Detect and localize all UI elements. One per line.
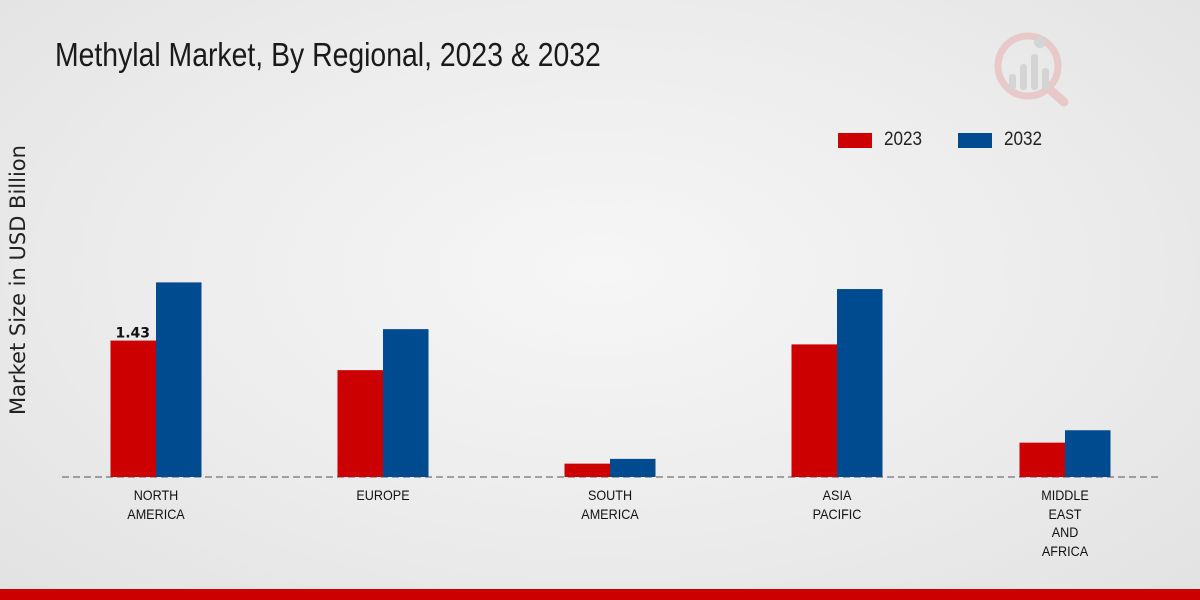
bar-2023-2	[564, 463, 610, 477]
bar-2032-2	[610, 458, 656, 477]
x-tick-label-2: SOUTH AMERICA	[556, 486, 664, 523]
bar-2032-4	[1065, 430, 1111, 477]
x-tick-label-0: NORTH AMERICA	[102, 486, 210, 523]
legend-label-2023: 2023	[884, 129, 923, 150]
chart-title: Methylal Market, By Regional, 2023 & 203…	[55, 36, 601, 73]
bar-2032-0	[156, 282, 202, 477]
data-label-0: 1.43	[115, 326, 150, 342]
legend-item-2023: 2023	[838, 129, 926, 151]
x-tick-label-line: AMERICA	[581, 505, 639, 522]
x-tick-label-line: AMERICA	[127, 505, 185, 522]
legend-label-2032: 2032	[1004, 129, 1043, 150]
bar-2023-0	[110, 340, 156, 477]
legend-swatch-2023	[838, 132, 872, 148]
x-tick-label-line: SOUTH	[587, 487, 633, 503]
brand-logo-icon	[994, 32, 1069, 107]
bar-2023-3	[791, 344, 837, 477]
bar-2023-4	[1019, 442, 1065, 477]
x-tick-label-1: EUROPE	[329, 486, 437, 505]
x-tick-label-line: AND	[1051, 524, 1079, 540]
bar-2023-1	[337, 370, 383, 477]
bar-2032-1	[383, 329, 429, 477]
x-tick-label-line: AFRICA	[1041, 542, 1089, 559]
x-tick-label-line: MIDDLE	[1041, 487, 1089, 503]
legend-item-2032: 2032	[958, 129, 1046, 151]
x-tick-label-line: PACIFIC	[812, 505, 862, 522]
x-tick-label-line: EAST	[1048, 505, 1082, 522]
x-tick-label-line: EUROPE	[356, 487, 410, 503]
legend-swatch-2032	[958, 132, 992, 148]
bar-2032-3	[837, 289, 883, 477]
x-tick-label-3: ASIA PACIFIC	[783, 486, 891, 523]
x-tick-label-line: NORTH	[133, 487, 179, 503]
x-tick-label-line: ASIA	[822, 487, 852, 503]
bottom-accent-bar	[0, 589, 1200, 600]
x-tick-label-4: MIDDLE EAST AND AFRICA	[1011, 486, 1119, 560]
